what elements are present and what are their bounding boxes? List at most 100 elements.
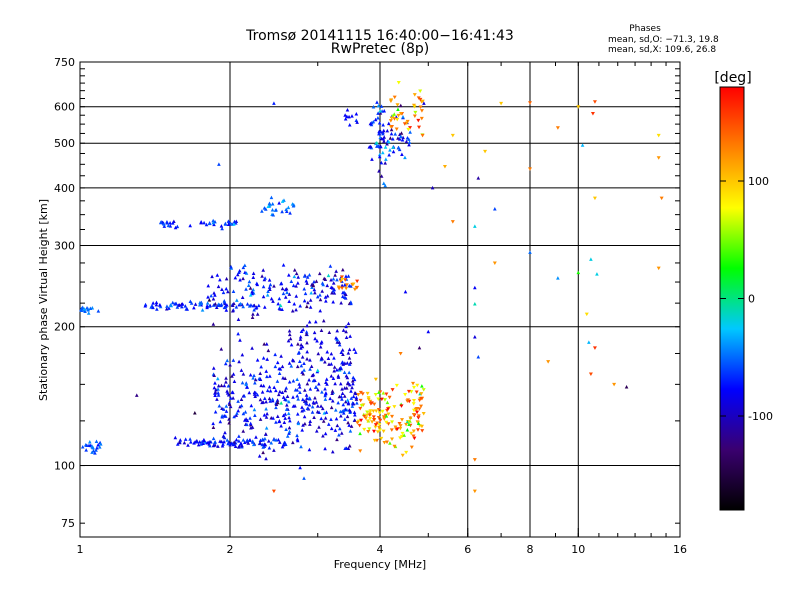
data-point: [265, 411, 269, 416]
data-point: [377, 152, 382, 157]
data-point: [277, 371, 282, 376]
data-point: [343, 417, 347, 421]
data-point: [250, 439, 255, 443]
colorbar-label: [deg]: [714, 70, 751, 86]
data-point: [211, 421, 215, 426]
data-point: [319, 356, 324, 360]
data-point: [373, 425, 378, 429]
data-point: [288, 418, 292, 423]
data-point: [295, 377, 299, 381]
data-point: [286, 411, 291, 416]
data-point: [222, 439, 226, 444]
data-point: [79, 308, 84, 313]
data-point: [188, 223, 192, 228]
data-point: [335, 328, 340, 333]
data-point: [281, 263, 286, 267]
x-axis-label: Frequency [MHz]: [334, 558, 426, 571]
data-point: [299, 363, 304, 368]
info-o-mode-stats: mean, sd,O: −71.3, 19.8: [608, 35, 719, 45]
data-point: [193, 411, 197, 415]
data-point: [382, 398, 387, 402]
data-point: [84, 448, 88, 452]
data-point: [325, 283, 330, 288]
data-point: [291, 378, 296, 383]
data-point: [347, 443, 352, 448]
data-point: [213, 381, 217, 385]
data-point: [349, 396, 354, 400]
data-point: [287, 429, 292, 434]
data-point: [386, 422, 391, 426]
data-point: [209, 293, 213, 298]
data-point: [411, 434, 416, 438]
data-point: [352, 377, 357, 382]
data-point: [276, 437, 281, 442]
info-x-mode-stats: mean, sd,X: 109.6, 26.8: [608, 45, 716, 55]
data-point: [251, 312, 255, 316]
data-point: [368, 402, 373, 406]
data-point: [344, 286, 349, 291]
data-point: [392, 444, 397, 449]
data-point: [399, 131, 404, 135]
data-point: [404, 139, 409, 144]
data-point: [421, 411, 426, 416]
data-point: [590, 111, 595, 116]
data-point: [264, 456, 268, 461]
data-point: [224, 286, 229, 291]
data-point: [212, 385, 217, 390]
data-point: [396, 80, 401, 85]
data-point: [173, 302, 177, 306]
data-point: [374, 409, 379, 413]
data-point: [318, 345, 323, 349]
data-point: [656, 156, 661, 160]
data-point: [260, 209, 264, 213]
data-point: [297, 382, 302, 386]
data-point: [241, 411, 246, 416]
data-point: [412, 93, 417, 97]
data-point: [393, 132, 398, 136]
data-point: [324, 299, 328, 303]
data-point: [396, 113, 401, 118]
data-point: [232, 301, 236, 306]
data-point: [333, 408, 338, 412]
data-point: [287, 425, 292, 430]
data-point: [154, 300, 159, 305]
data-point: [246, 441, 251, 445]
data-point: [266, 439, 271, 443]
data-point: [472, 458, 477, 462]
data-point: [381, 123, 385, 127]
data-point: [279, 401, 284, 405]
data-point: [405, 119, 410, 124]
data-point: [370, 420, 375, 424]
data-point: [252, 307, 256, 312]
data-point: [381, 391, 386, 395]
data-point: [264, 342, 269, 346]
data-point: [213, 410, 218, 414]
data-point: [241, 438, 246, 442]
data-point: [245, 385, 249, 389]
data-point: [288, 211, 292, 215]
data-point: [318, 297, 323, 302]
data-point: [307, 272, 312, 277]
data-point: [308, 419, 312, 423]
data-point: [274, 438, 278, 442]
data-point: [300, 355, 305, 359]
data-point: [368, 121, 373, 126]
data-point: [186, 443, 190, 447]
data-point: [376, 397, 381, 402]
data-point: [249, 403, 254, 408]
data-point: [415, 428, 420, 432]
data-point: [472, 489, 477, 494]
data-point: [341, 402, 346, 407]
data-point: [403, 289, 408, 294]
data-point: [235, 411, 239, 415]
data-point: [297, 350, 301, 354]
data-point: [241, 276, 245, 281]
data-point: [400, 453, 405, 458]
data-point: [267, 445, 272, 450]
data-point: [415, 383, 420, 388]
data-point: [261, 400, 266, 404]
data-point: [528, 167, 532, 171]
data-point: [95, 445, 99, 450]
data-point: [329, 285, 334, 290]
data-point: [234, 305, 239, 309]
